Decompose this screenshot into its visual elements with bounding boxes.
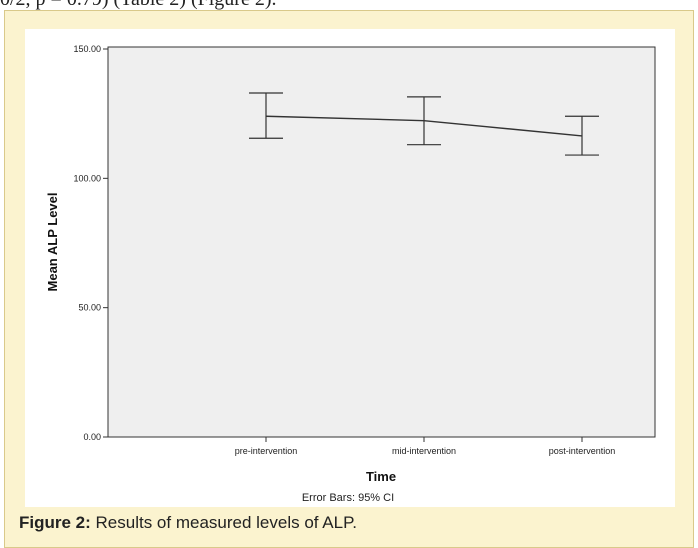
x-axis-label: Time (366, 469, 396, 484)
y-tick-label: 150.00 (73, 44, 101, 54)
y-tick-label: 50.00 (78, 303, 101, 313)
plot-area (107, 46, 656, 438)
mean-alp-line (265, 115, 583, 137)
x-tick-label: post-intervention (549, 446, 616, 456)
error-bar (249, 92, 283, 139)
caption-text: Results of measured levels of ALP. (90, 513, 357, 532)
preceding-text-fragment: 0/2, p = 0.79) (Table 2) (Figure 2). (0, 0, 276, 11)
figure-caption: Figure 2: Results of measured levels of … (19, 513, 357, 533)
error-bars-footnote: Error Bars: 95% CI (302, 492, 394, 504)
y-axis-label: Mean ALP Level (45, 193, 60, 292)
x-tick-label: mid-intervention (392, 446, 456, 456)
x-tick-label: pre-intervention (235, 446, 298, 456)
figure-panel: 0.00 50.00 100.00 150.00 pre-intervention mi… (4, 10, 694, 548)
y-tick-label: 100.00 (73, 173, 101, 183)
y-tick-label: 0.00 (83, 432, 101, 442)
caption-label: Figure 2: (19, 513, 91, 532)
alp-line-chart: 0.00 50.00 100.00 150.00 pre-intervention mi… (45, 44, 656, 504)
chart-frame: 0.00 50.00 100.00 150.00 pre-intervention mi… (25, 29, 675, 507)
